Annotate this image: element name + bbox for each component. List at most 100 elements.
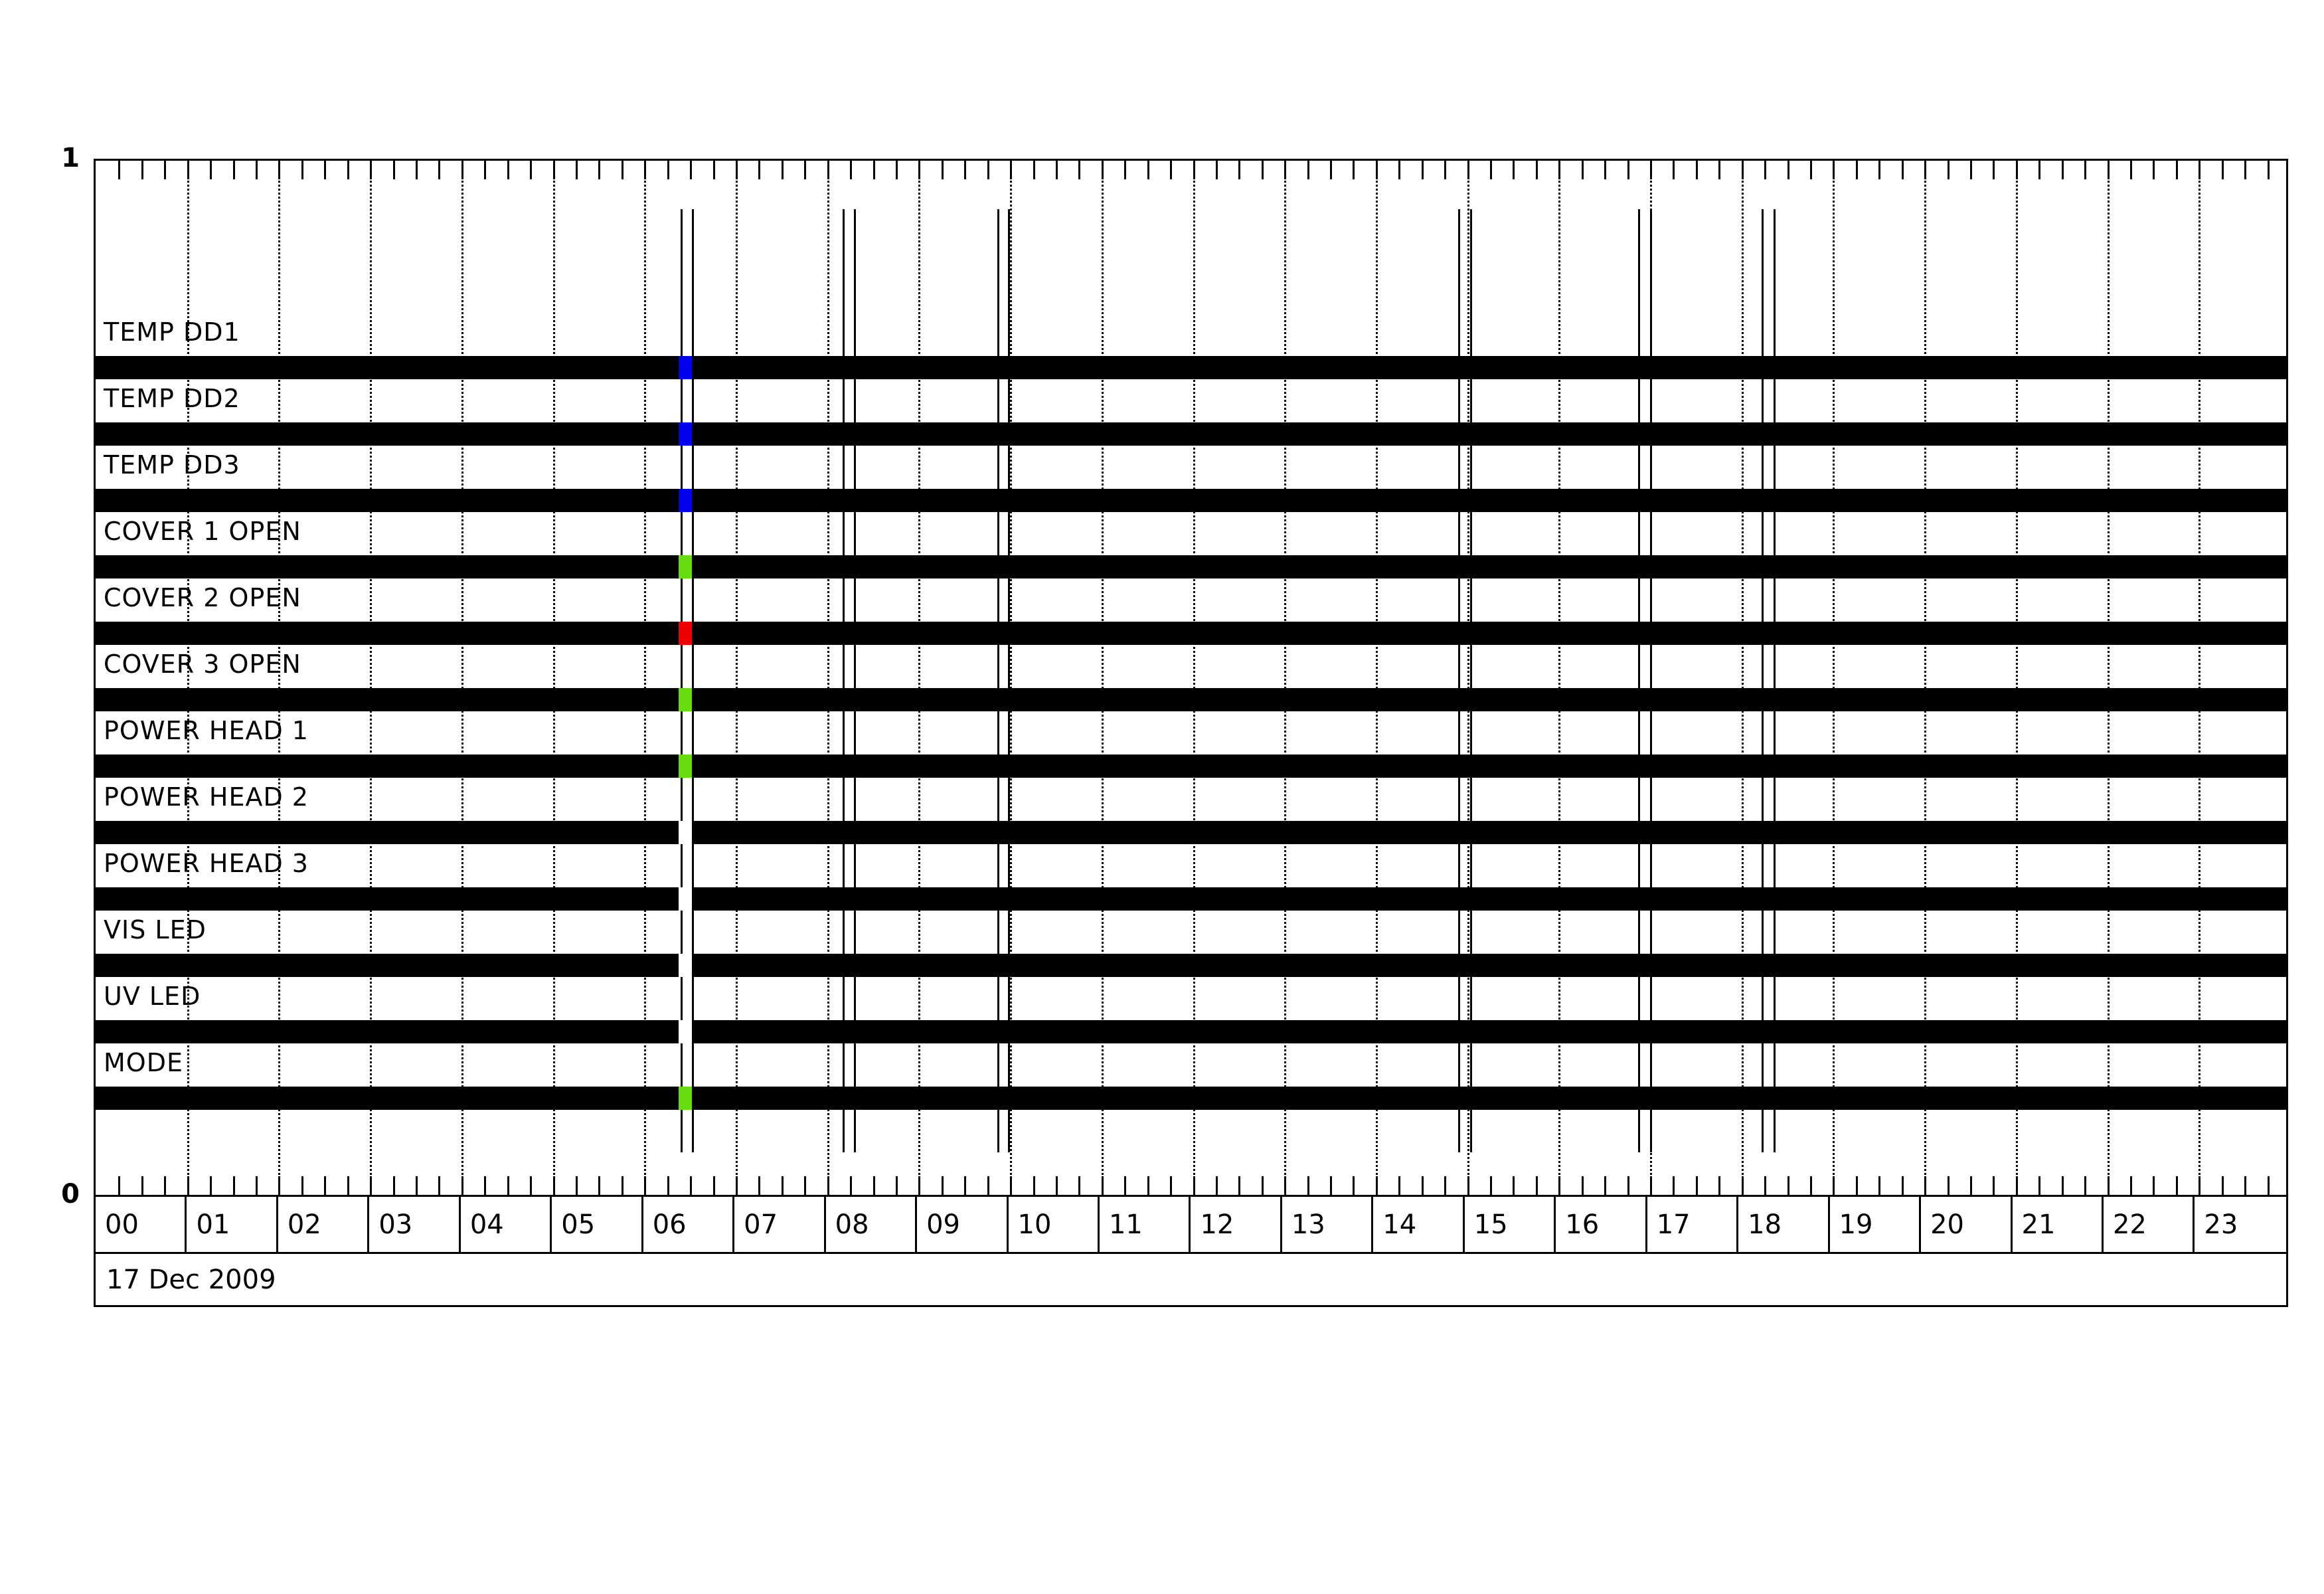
- axis-minor-tick: [1787, 161, 1789, 179]
- channel-marker[interactable]: [679, 754, 693, 778]
- axis-minor-tick: [392, 1176, 395, 1195]
- hour-label: 23: [2204, 1209, 2238, 1240]
- hour-label: 11: [1100, 1197, 1191, 1252]
- axis-minor-tick: [941, 1176, 944, 1195]
- axis-minor-tick: [598, 161, 601, 179]
- axis-minor-tick: [1444, 161, 1447, 179]
- channel-state-bar[interactable]: [96, 489, 2286, 512]
- channel-marker[interactable]: [679, 422, 693, 446]
- axis-minor-tick: [1947, 1176, 1950, 1195]
- axis-minor-tick: [347, 1176, 349, 1195]
- axis-minor-tick: [804, 161, 807, 179]
- date-label: 17 Dec 2009: [94, 1254, 2288, 1307]
- axis-minor-tick: [118, 161, 121, 179]
- channel-marker[interactable]: [679, 622, 693, 645]
- channel-state-bar[interactable]: [96, 887, 2286, 911]
- event-change-line: [1638, 209, 1641, 1152]
- hour-gridline: [2199, 161, 2201, 1195]
- axis-minor-tick: [850, 1176, 853, 1195]
- axis-minor-tick: [1604, 161, 1607, 179]
- axis-hour-tick: [1284, 161, 1287, 179]
- axis-minor-tick: [2221, 1176, 2224, 1195]
- axis-minor-tick: [210, 161, 212, 179]
- hour-label: 13: [1282, 1197, 1374, 1252]
- hour-label: 01: [187, 1197, 278, 1252]
- channel-state-bar[interactable]: [96, 954, 2286, 977]
- axis-hour-tick: [827, 1176, 829, 1195]
- axis-minor-tick: [438, 161, 441, 179]
- axis-minor-tick: [575, 161, 578, 179]
- axis-hour-tick: [918, 1176, 921, 1195]
- axis-minor-tick: [1878, 1176, 1881, 1195]
- axis-minor-tick: [1124, 161, 1127, 179]
- axis-minor-tick: [2244, 161, 2247, 179]
- marker-gap: [679, 1020, 693, 1043]
- hour-label: 02: [278, 1197, 370, 1252]
- channel-state-bar[interactable]: [96, 422, 2286, 446]
- hour-gridline: [735, 161, 738, 1195]
- channel-label: POWER HEAD 1: [104, 716, 309, 745]
- hour-gridline: [187, 161, 189, 1195]
- axis-minor-tick: [484, 161, 487, 179]
- axis-hour-tick: [461, 161, 463, 179]
- axis-hour-tick: [552, 1176, 555, 1195]
- axis-hour-tick: [187, 161, 189, 179]
- hour-gridline: [1741, 161, 1744, 1195]
- axis-hour-tick: [1193, 161, 1195, 179]
- axis-minor-tick: [1444, 1176, 1447, 1195]
- axis-minor-tick: [301, 161, 303, 179]
- channel-marker[interactable]: [679, 489, 693, 512]
- axis-minor-tick: [1238, 1176, 1241, 1195]
- channel-marker[interactable]: [679, 688, 693, 711]
- channel-state-bar[interactable]: [96, 356, 2286, 379]
- channel-state-bar[interactable]: [96, 555, 2286, 578]
- plot-area: TEMP DD1 TEMP DD2 TEMP DD3 COVER 1 OPEN COVE…: [94, 159, 2288, 1197]
- axis-hour-tick: [1375, 161, 1378, 179]
- axis-minor-tick: [141, 161, 143, 179]
- axis-minor-tick: [1718, 161, 1721, 179]
- hour-gridline: [461, 161, 463, 1195]
- axis-hour-tick: [644, 1176, 647, 1195]
- hour-label: 09: [917, 1197, 1009, 1252]
- axis-minor-tick: [1695, 161, 1698, 179]
- axis-hour-tick: [918, 161, 921, 179]
- axis-minor-tick: [1970, 161, 1973, 179]
- channel-state-bar[interactable]: [96, 1020, 2286, 1043]
- channel-state-bar[interactable]: [96, 622, 2286, 645]
- channel-state-bar[interactable]: [96, 688, 2286, 711]
- hour-gridline: [370, 161, 373, 1195]
- axis-minor-tick: [255, 1176, 258, 1195]
- axis-minor-tick: [712, 1176, 715, 1195]
- axis-minor-tick: [1307, 161, 1309, 179]
- channel-state-bar[interactable]: [96, 754, 2286, 778]
- axis-minor-tick: [964, 161, 967, 179]
- axis-minor-tick: [1398, 1176, 1401, 1195]
- axis-minor-tick: [301, 1176, 303, 1195]
- axis-minor-tick: [1673, 1176, 1675, 1195]
- axis-minor-tick: [1033, 161, 1035, 179]
- channel-label: UV LED: [104, 982, 201, 1011]
- axis-minor-tick: [895, 161, 898, 179]
- axis-hour-tick: [1741, 161, 1744, 179]
- axis-minor-tick: [1513, 161, 1515, 179]
- axis-minor-tick: [1307, 1176, 1309, 1195]
- channel-marker[interactable]: [679, 356, 693, 379]
- channel-marker[interactable]: [679, 1087, 693, 1110]
- axis-minor-tick: [781, 1176, 784, 1195]
- axis-minor-tick: [1490, 1176, 1493, 1195]
- axis-minor-tick: [1901, 1176, 1904, 1195]
- axis-minor-tick: [2153, 161, 2155, 179]
- axis-hour-tick: [2199, 1176, 2201, 1195]
- axis-minor-tick: [2130, 1176, 2132, 1195]
- hour-label: 00: [96, 1197, 187, 1252]
- axis-minor-tick: [2175, 161, 2178, 179]
- axis-minor-tick: [964, 1176, 967, 1195]
- axis-minor-tick: [712, 161, 715, 179]
- axis-minor-tick: [2267, 1176, 2270, 1195]
- axis-hour-tick: [1010, 161, 1013, 179]
- channel-state-bar[interactable]: [96, 1087, 2286, 1110]
- axis-minor-tick: [1215, 161, 1218, 179]
- channel-state-bar[interactable]: [96, 821, 2286, 844]
- channel-marker[interactable]: [679, 555, 693, 578]
- axis-hour-tick: [1101, 161, 1104, 179]
